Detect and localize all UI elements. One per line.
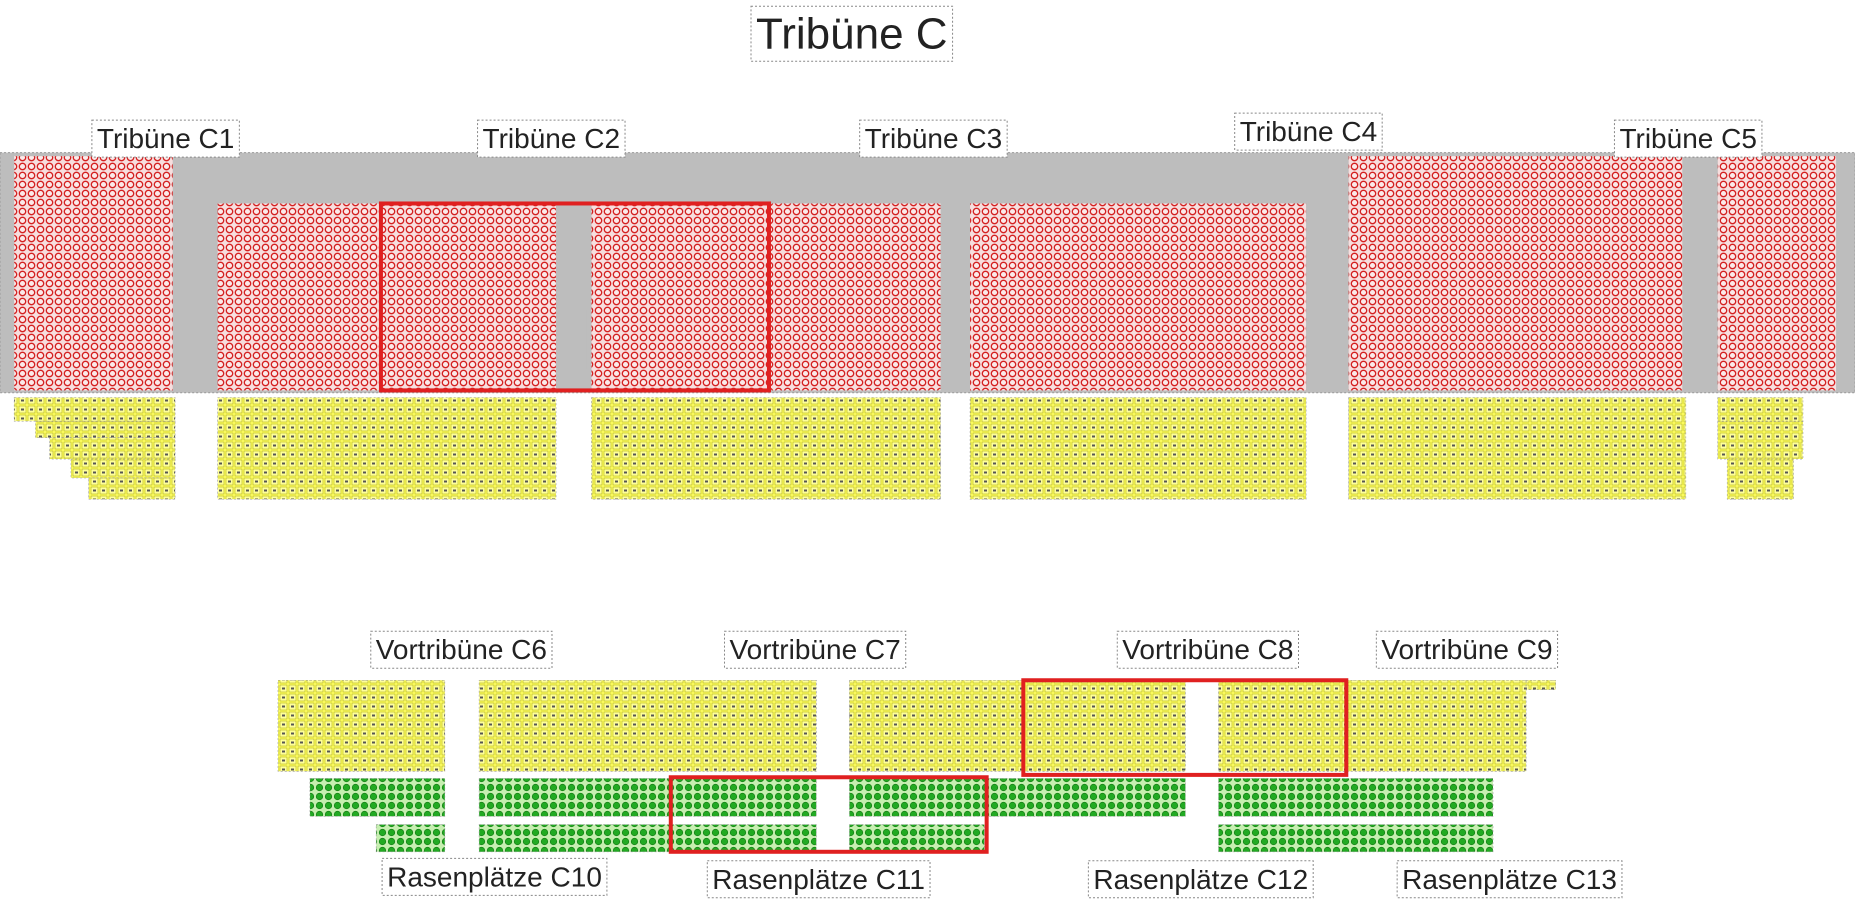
tribune-seats[interactable]: [217, 203, 557, 391]
section-label: Tribüne C4: [1240, 116, 1377, 147]
tribune-seats[interactable]: [591, 203, 941, 391]
vortribune-seats[interactable]: [1218, 679, 1527, 772]
page-title: Tribüne C: [756, 9, 948, 58]
label-box: [1116, 630, 1299, 669]
tribune-seats[interactable]: [1348, 156, 1683, 391]
rasen-seats[interactable]: [849, 824, 985, 853]
lower-tribune-seats[interactable]: [13, 397, 176, 422]
rasen-seats[interactable]: [1218, 778, 1494, 817]
vortribune-seats[interactable]: [849, 679, 1186, 772]
lower-tribune-seats[interactable]: [49, 437, 176, 460]
vortribune-seats[interactable]: [478, 679, 817, 772]
section-label: Tribüne C3: [865, 123, 1002, 154]
section-label: Tribüne C5: [1619, 123, 1756, 154]
rasen-seats[interactable]: [1218, 824, 1494, 853]
seat-blocks[interactable]: [13, 156, 1837, 853]
lower-tribune-seats[interactable]: [217, 397, 557, 500]
section-label: Rasenplätze C11: [712, 864, 925, 895]
lower-tribune-seats[interactable]: [88, 477, 176, 500]
section-label: Vortribüne C6: [376, 634, 547, 665]
label-box: [1613, 119, 1763, 158]
rasen-seats[interactable]: [375, 824, 446, 853]
vortribune-seats[interactable]: [1525, 679, 1556, 691]
lower-tribune-seats[interactable]: [1717, 420, 1804, 460]
labels: Tribüne C Tribüne C1 Tribüne C2 Tribüne C3 T…: [91, 5, 1763, 899]
section-label: Rasenplätze C13: [1402, 864, 1617, 895]
label-box: [381, 857, 608, 896]
lower-tribune-seats[interactable]: [1717, 397, 1804, 422]
section-label: Rasenplätze C12: [1093, 864, 1308, 895]
rasen-seats[interactable]: [849, 778, 1186, 817]
selection-frame: [378, 201, 771, 393]
lower-tribune-seats[interactable]: [1348, 397, 1687, 500]
label-box: [724, 630, 907, 669]
section-label: Vortribüne C8: [1122, 634, 1293, 665]
rasen-seats[interactable]: [478, 824, 817, 853]
lower-tribune-seats[interactable]: [35, 420, 176, 439]
selection-frame: [1021, 678, 1349, 777]
section-label: Vortribüne C9: [1381, 634, 1552, 665]
section-label: Vortribüne C7: [730, 634, 901, 665]
section-label: Tribüne C2: [483, 123, 620, 154]
lower-tribune-seats[interactable]: [70, 458, 176, 479]
selection-frame: [668, 775, 989, 854]
label-box: [91, 119, 240, 158]
label-box: [859, 119, 1008, 158]
section-label: Rasenplätze C10: [387, 861, 602, 892]
label-box: [1396, 860, 1623, 899]
label-box: [1234, 112, 1383, 151]
lower-tribune-seats[interactable]: [591, 397, 941, 500]
section-label: Tribüne C1: [97, 123, 234, 154]
label-box: [1375, 630, 1559, 669]
lower-tribune-seats[interactable]: [1726, 458, 1794, 500]
tribune-seats[interactable]: [970, 203, 1307, 391]
tribune-seats[interactable]: [14, 156, 173, 391]
label-box: [750, 5, 954, 62]
label-box: [370, 630, 553, 669]
label-box: [477, 119, 626, 158]
tribune-seats[interactable]: [1717, 156, 1837, 391]
vortribune-seats[interactable]: [277, 679, 446, 772]
label-box: [706, 860, 931, 899]
rasen-seats[interactable]: [309, 778, 446, 817]
label-box: [1087, 860, 1314, 899]
lower-tribune-seats[interactable]: [969, 397, 1307, 500]
rasen-seats[interactable]: [478, 778, 817, 817]
